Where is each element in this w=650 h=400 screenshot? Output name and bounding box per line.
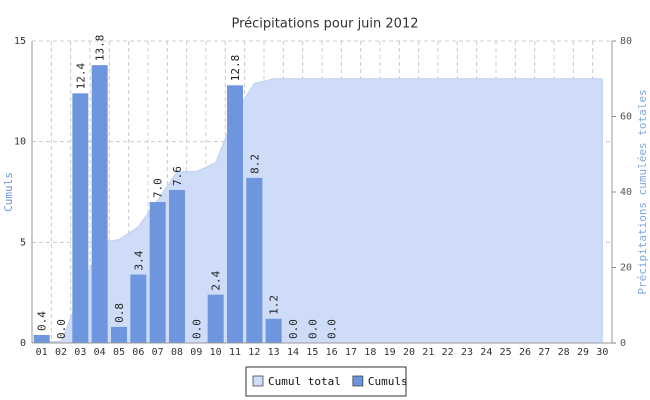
x-tick-label: 24: [480, 347, 492, 358]
x-tick-label: 11: [229, 347, 241, 358]
data-label: 0.0: [287, 319, 300, 339]
data-label: 0.0: [326, 319, 339, 339]
x-tick-label: 14: [287, 347, 299, 358]
x-tick-label: 02: [55, 347, 67, 358]
x-tick-label: 15: [306, 347, 318, 358]
x-tick-label: 01: [36, 347, 48, 358]
data-label: 0.8: [113, 303, 126, 323]
y-tick-label: 5: [20, 237, 26, 248]
chart-title: Précipitations pour juin 2012: [231, 17, 418, 32]
bar: [130, 274, 147, 343]
bar: [227, 85, 243, 343]
x-tick-label: 05: [113, 347, 125, 358]
x-tick-label: 27: [538, 347, 550, 358]
data-label: 12.8: [229, 55, 242, 82]
data-label: 0.0: [190, 319, 203, 339]
y2-tick-label: 20: [620, 263, 632, 274]
data-label: 7.6: [171, 166, 184, 186]
bar: [111, 326, 127, 343]
y2-tick-label: 0: [620, 338, 626, 349]
x-tick-label: 08: [171, 347, 183, 358]
data-label: 12.4: [74, 62, 87, 89]
data-label: 7.0: [152, 178, 165, 198]
data-label: 8.2: [248, 154, 261, 174]
y2-tick-label: 40: [620, 187, 632, 198]
legend-label: Cumuls: [368, 375, 408, 388]
legend-swatch: [352, 375, 364, 387]
x-tick-label: 21: [422, 347, 434, 358]
bar: [149, 202, 166, 343]
x-tick-label: 09: [190, 347, 202, 358]
x-tick-label: 22: [442, 347, 454, 358]
x-tick-label: 23: [461, 347, 473, 358]
x-tick-label: 19: [384, 347, 396, 358]
x-tick-label: 30: [596, 347, 608, 358]
data-label: 0.4: [36, 311, 49, 331]
x-tick-label: 26: [519, 347, 531, 358]
bar: [33, 334, 50, 343]
x-tick-label: 07: [152, 347, 164, 358]
data-label: 1.2: [268, 295, 281, 315]
x-tick-label: 20: [403, 347, 415, 358]
data-label: 13.8: [94, 35, 107, 62]
y-axis-title: Cumuls: [2, 172, 15, 212]
x-tick-label: 06: [132, 347, 144, 358]
x-tick-label: 17: [345, 347, 357, 358]
bar: [91, 65, 108, 343]
legend-swatch: [252, 375, 264, 387]
data-label: 0.0: [55, 319, 68, 339]
bar: [265, 318, 282, 343]
bar: [72, 93, 89, 343]
x-tick-label: 04: [94, 347, 106, 358]
x-tick-label: 10: [210, 347, 222, 358]
legend-label: Cumul total: [268, 375, 341, 388]
data-label: 3.4: [132, 250, 145, 270]
x-tick-label: 13: [268, 347, 280, 358]
x-tick-label: 16: [326, 347, 338, 358]
y-tick-label: 10: [14, 137, 26, 148]
legend-box: [245, 366, 407, 397]
y2-tick-label: 80: [620, 36, 632, 47]
y2-axis-title: Précipitations cumulées totales: [636, 89, 649, 294]
x-tick-label: 29: [577, 347, 589, 358]
data-label: 0.0: [306, 319, 319, 339]
bar: [207, 294, 224, 343]
bar: [246, 177, 263, 343]
bar: [169, 189, 185, 343]
x-tick-label: 25: [500, 347, 512, 358]
y-tick-label: 15: [14, 36, 26, 47]
data-label: 2.4: [210, 270, 223, 290]
x-tick-label: 03: [74, 347, 86, 358]
x-tick-label: 18: [364, 347, 376, 358]
x-tick-label: 28: [558, 347, 570, 358]
y2-tick-label: 60: [620, 112, 632, 123]
y-tick-label: 0: [20, 338, 26, 349]
x-tick-label: 12: [248, 347, 260, 358]
